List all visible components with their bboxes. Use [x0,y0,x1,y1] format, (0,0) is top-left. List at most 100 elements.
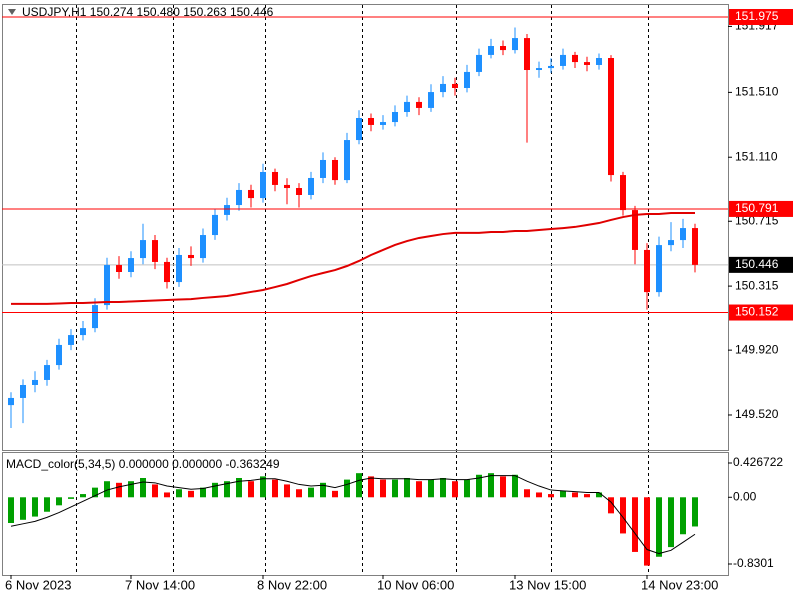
x-tick-label: 14 Nov 23:00 [641,577,718,592]
candle-body [452,83,458,89]
candle-body [188,254,194,259]
macd-bar [32,497,38,517]
candle-body [488,46,494,55]
macd-bar [248,481,254,498]
macd-bar [656,497,662,557]
macd-y-tick-label: 0.00 [733,489,757,503]
candle-body [296,188,302,195]
candle-body [368,117,374,125]
candle-body [200,235,206,259]
candle-body [584,62,590,65]
candle-body [32,379,38,385]
candle-body [536,68,542,71]
macd-y-tick-label: 0.426722 [733,455,783,469]
macd-bar [236,477,242,498]
macd-bar [140,477,146,498]
candle-body [20,384,26,398]
macd-bar [344,479,350,498]
candle-body [44,365,50,380]
candle-body [692,228,698,265]
candle-body [440,83,446,93]
macd-bar [272,479,278,498]
macd-bar [68,497,74,499]
candle-body [332,159,338,181]
macd-bar [92,487,98,498]
macd-bar [332,490,338,498]
candle-body [560,54,566,66]
macd-bar [104,481,110,498]
macd-bar [176,489,182,498]
macd-bar [308,487,314,498]
candle-body [56,344,62,366]
level-label: 150.152 [735,305,779,319]
candle-body [284,184,290,189]
candle-body [416,101,422,108]
x-tick-label: 8 Nov 22:00 [257,577,327,592]
candle-body [236,189,242,206]
level-box [729,304,793,321]
candle-body [92,305,98,329]
candle-body [548,65,554,69]
candle-body [164,261,170,283]
candle-body [500,46,506,51]
macd-frame [2,452,729,576]
candle-body [464,71,470,89]
candle-body [476,54,482,72]
y-tick-label: 151.110 [735,149,778,163]
candle-body [644,249,650,293]
x-tick-label: 7 Nov 14:00 [125,577,195,592]
x-tick-label: 13 Nov 15:00 [509,577,586,592]
macd-bar [8,497,14,524]
macd-bar [548,494,554,498]
macd-bar [404,477,410,498]
macd-bar [260,476,266,498]
candle-body [128,258,134,272]
macd-bar [44,497,50,512]
macd-bar [680,497,686,535]
macd-bar [212,482,218,498]
chart-header: USDJPY,H1 150.274 150.480 150.263 150.44… [22,5,274,19]
candle-body [152,240,158,262]
macd-bar [356,473,362,498]
symbol-icon [8,9,16,15]
candle-body [632,210,638,250]
candle-body [140,240,146,259]
macd-bar [500,476,506,498]
candle-body [620,175,626,211]
macd-bar [560,490,566,498]
candle-body [404,101,410,112]
macd-bar [476,474,482,498]
macd-bar [464,479,470,498]
candle-body [380,122,386,125]
x-tick-label: 6 Nov 2023 [5,577,72,592]
x-tick-label: 10 Nov 06:00 [377,577,454,592]
moving-average [11,211,695,305]
candle-body [104,265,110,306]
macd-bar [608,497,614,514]
candle-body [656,245,662,293]
macd-label: MACD_color(5,34,5) 0.000000 0.000000 -0.… [6,457,280,471]
macd-bar [536,492,542,498]
candle-body [392,111,398,123]
current-price-label: 150.446 [735,257,779,271]
candle-body [248,189,254,199]
candle-body [668,240,674,246]
macd-bar [116,482,122,498]
candle-body [680,228,686,241]
y-tick-label: 150.315 [735,278,779,292]
macd-bar [56,497,62,506]
level-label: 151.975 [735,9,779,23]
candle-body [608,58,614,176]
macd-bar [380,479,386,498]
macd-bar [416,481,422,498]
macd-bar [296,489,302,498]
candle-body [320,159,326,178]
y-tick-label: 149.520 [735,407,779,421]
candle-body [176,254,182,283]
macd-signal [10,475,696,555]
macd-bar [524,489,530,498]
macd-bar [200,487,206,498]
candle-body [512,38,518,51]
candle-body [344,140,350,181]
